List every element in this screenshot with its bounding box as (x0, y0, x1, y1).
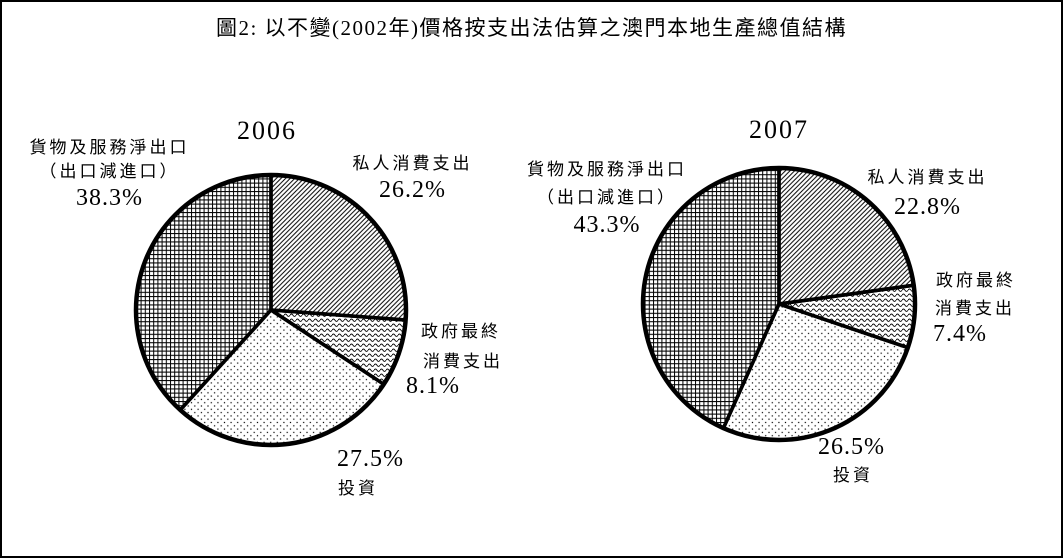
label-2007-net-exports-line1: 貨物及服務淨出口 (527, 160, 687, 179)
figure-title: 圖2: 以不變(2002年)價格按支出法估算之澳門本地生產總值結構 (215, 16, 848, 40)
chart-year-2007: 2007 (749, 115, 809, 144)
label-2007-private-line1: 私人消費支出 (867, 168, 988, 187)
label-2006-government-pct: 8.1% (406, 373, 460, 399)
label-2006-private-pct: 26.2% (379, 177, 446, 203)
label-2006-net-exports-pct: 38.3% (76, 185, 143, 211)
label-2007-government-line1: 政府最終 (936, 271, 1016, 290)
pie-2006-outline (133, 172, 409, 448)
label-2006-investment-pct: 27.5% (337, 446, 404, 472)
label-2007-investment-pct: 26.5% (818, 434, 885, 460)
label-2007-private-pct: 22.8% (894, 194, 961, 220)
pie-2007-outline (640, 165, 918, 443)
label-2006-private-line1: 私人消費支出 (352, 154, 473, 173)
pie-chart-2007 (640, 165, 918, 443)
label-2007-net-exports-line2: （出口減進口） (537, 188, 677, 207)
label-2006-private-consumption: 私人消費支出 26.2% (330, 155, 495, 202)
label-2006-net-exports-line2: （出口減進口） (39, 162, 180, 181)
chart-year-2006: 2006 (237, 116, 297, 145)
label-2006-net-exports: 貨物及服務淨出口 （出口減進口） 38.3% (12, 139, 207, 210)
label-2007-investment: 投資 (833, 466, 873, 485)
label-2006-investment: 投資 (338, 479, 378, 498)
label-2006-net-exports-line1: 貨物及服務淨出口 (29, 138, 190, 157)
label-2007-private-consumption: 私人消費支出 22.8% (845, 169, 1010, 219)
label-2007-government-line2: 消費支出 (935, 299, 1015, 318)
label-2007-net-exports: 貨物及服務淨出口 （出口減進口） 43.3% (512, 161, 702, 237)
label-2006-government-line1: 政府最終 (421, 322, 501, 341)
label-2007-net-exports-pct: 43.3% (573, 212, 641, 238)
label-2007-government-pct: 7.4% (933, 321, 987, 347)
pie-chart-2006 (133, 172, 409, 448)
label-2006-government-line2: 消費支出 (423, 352, 503, 371)
